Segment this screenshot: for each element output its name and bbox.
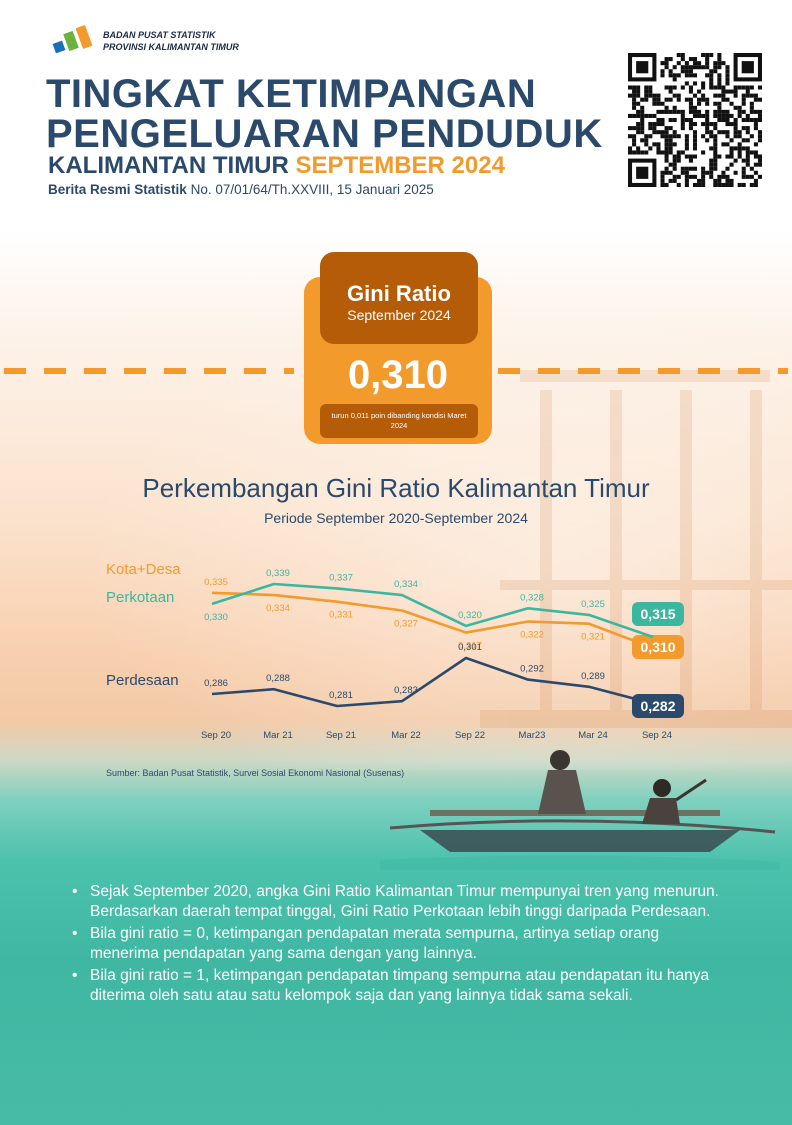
- data-label: 0,328: [520, 592, 544, 603]
- legend-kota-desa: Kota+Desa: [106, 561, 181, 578]
- key-point-1: Sejak September 2020, angka Gini Ratio K…: [72, 882, 732, 922]
- title-line-1: TINGKAT KETIMPANGAN: [46, 72, 537, 116]
- x-tick-label: Sep 24: [642, 730, 672, 741]
- brs-label: Berita Resmi Statistik: [48, 182, 187, 197]
- data-label: 0,339: [266, 568, 290, 579]
- gini-change-note: turun 0,011 poin dibanding kondisi Maret…: [320, 404, 478, 438]
- data-label: 0,288: [266, 673, 290, 684]
- end-value-box: [632, 602, 684, 626]
- subtitle-region: KALIMANTAN TIMUR: [48, 152, 289, 179]
- data-label: 0,334: [266, 603, 290, 614]
- publication-info: Berita Resmi Statistik No. 07/01/64/Th.X…: [48, 182, 434, 197]
- dashed-divider-right: [498, 368, 788, 374]
- data-label: 0,337: [329, 572, 353, 583]
- data-label: 0,286: [204, 678, 228, 689]
- gini-highlight-header: Gini Ratio September 2024: [320, 252, 478, 344]
- data-label: 0,282: [640, 698, 675, 714]
- data-label: 0,322: [520, 630, 544, 641]
- x-tick-label: Sep 22: [455, 730, 485, 741]
- fishing-boat-image: [380, 750, 780, 870]
- bps-logo: [52, 24, 93, 54]
- data-label: 0,315: [640, 606, 675, 622]
- dashed-divider-left: [4, 368, 294, 374]
- data-label: 0,301: [458, 642, 482, 653]
- background-building-image: [480, 330, 792, 750]
- chart-title: Perkembangan Gini Ratio Kalimantan Timur: [142, 473, 650, 503]
- data-label: 0,281: [329, 690, 353, 701]
- gini-value: 0,310: [347, 353, 449, 397]
- end-value-box: [632, 694, 684, 718]
- end-value-box: [632, 635, 684, 659]
- organization-name: BADAN PUSAT STATISTIK PROVINSI KALIMANTA…: [103, 30, 239, 52]
- data-label: 0,320: [458, 610, 482, 621]
- data-label: 0,334: [394, 579, 418, 590]
- data-label: 0,321: [581, 632, 605, 643]
- legend-perdesaan: Perdesaan: [106, 672, 179, 689]
- data-label: 0,317: [458, 641, 482, 652]
- key-points-list: Sejak September 2020, angka Gini Ratio K…: [72, 882, 732, 1008]
- data-label: 0,331: [329, 610, 353, 621]
- x-tick-label: Mar 21: [263, 730, 293, 741]
- x-tick-label: Mar 22: [391, 730, 421, 741]
- gini-line-chart: Kota+Desa 0,335 0,334 0,331 0,327 0,317 0,322 0…: [106, 561, 684, 741]
- series-line-perdesaan: [211, 656, 654, 708]
- title-line-2: PENGELUARAN PENDUDUK: [46, 112, 603, 156]
- data-label: 0,283: [394, 685, 418, 696]
- data-label: 0,292: [520, 664, 544, 675]
- key-point-3: Bila gini ratio = 1, ketimpangan pendapa…: [72, 966, 732, 1006]
- x-tick-label: Sep 20: [201, 730, 231, 741]
- data-label: 0,289: [581, 671, 605, 682]
- legend-perkotaan: Perkotaan: [106, 589, 174, 606]
- gini-label: Gini Ratio: [347, 281, 451, 306]
- data-label: 0,310: [640, 639, 675, 655]
- chart-source: Sumber: Badan Pusat Statistik, Survei So…: [106, 768, 405, 778]
- data-label: 0,330: [204, 612, 228, 623]
- subtitle-period: SEPTEMBER 2024: [295, 152, 505, 179]
- data-label: 0,325: [581, 599, 605, 610]
- key-point-2: Bila gini ratio = 0, ketimpangan pendapa…: [72, 924, 732, 964]
- x-tick-label: Mar 24: [578, 730, 608, 741]
- data-label: 0,335: [204, 577, 228, 588]
- data-label: 0,327: [394, 618, 418, 629]
- x-tick-label: Sep 21: [326, 730, 356, 741]
- gini-period: September 2024: [347, 307, 451, 323]
- page-title: TINGKAT KETIMPANGAN PENGELUARAN PENDUDUK: [46, 74, 603, 154]
- brs-number: No. 07/01/64/Th.XXVIII, 15 Januari 2025: [190, 182, 434, 197]
- page-subtitle: KALIMANTAN TIMUR SEPTEMBER 2024: [48, 152, 505, 180]
- series-line-kota-desa: [211, 591, 654, 650]
- x-tick-label: Mar23: [519, 730, 546, 741]
- chart-subtitle: Periode September 2020-September 2024: [264, 510, 528, 526]
- qr-code-icon[interactable]: [628, 53, 762, 187]
- series-line-perkotaan: [211, 582, 654, 639]
